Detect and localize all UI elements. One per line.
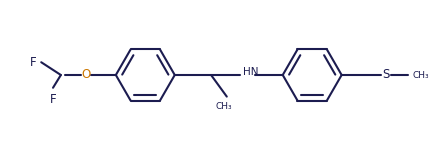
Text: O: O [82,68,91,81]
Text: F: F [30,56,36,69]
Text: F: F [50,93,56,106]
Text: HN: HN [243,67,259,77]
Text: S: S [382,69,390,81]
Text: CH₃: CH₃ [215,102,232,111]
Text: CH₃: CH₃ [412,70,429,80]
